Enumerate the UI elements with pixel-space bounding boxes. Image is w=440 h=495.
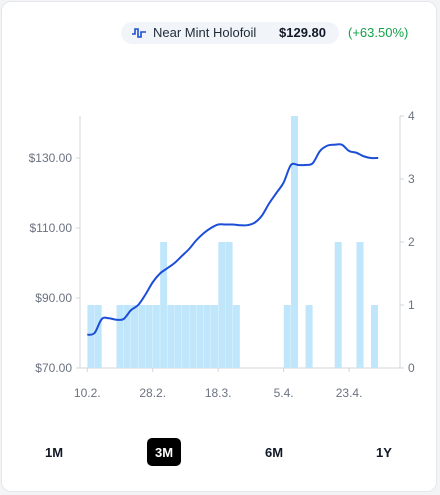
volume-bar	[160, 242, 168, 368]
volume-bar	[356, 242, 364, 368]
volume-bar	[87, 305, 95, 368]
price-chart: $70.00 $90.00 $110.00 $130.00 0 1 2 3 4 10.2. 28.2…	[29, 109, 415, 400]
volume-bar	[94, 305, 102, 368]
volume-bar	[116, 305, 124, 368]
left-tick-label: $110.00	[30, 221, 73, 235]
x-tick-label: 18.3.	[205, 386, 232, 400]
volume-bar	[167, 305, 175, 368]
left-tick-label: $130.00	[29, 151, 73, 165]
volume-bar	[232, 305, 240, 368]
right-tick-label: 0	[408, 361, 415, 375]
x-tick-label: 10.2.	[74, 386, 101, 400]
price-line	[87, 143, 379, 336]
right-tick-label: 2	[408, 235, 415, 249]
volume-bar	[189, 305, 197, 368]
legend-price: $129.80	[279, 25, 326, 40]
volume-bar	[211, 305, 219, 368]
legend-chip[interactable]	[121, 22, 339, 44]
volume-bar	[123, 305, 131, 368]
volume-bar	[196, 305, 204, 368]
volume-bar	[334, 242, 342, 368]
x-tick-label: 28.2.	[139, 386, 166, 400]
range-button-1y[interactable]: 1Y	[367, 438, 401, 466]
volume-bar	[203, 305, 211, 368]
range-button-6m[interactable]: 6M	[257, 438, 291, 466]
volume-bar	[138, 305, 146, 368]
volume-bar	[291, 116, 299, 368]
right-tick-label: 4	[408, 109, 415, 123]
volume-bar	[181, 305, 189, 368]
legend-change: (+63.50%)	[348, 25, 409, 40]
range-button-1m[interactable]: 1M	[37, 438, 71, 466]
volume-bar	[371, 305, 379, 368]
legend-label: Near Mint Holofoil	[153, 25, 257, 40]
right-tick-label: 1	[408, 298, 415, 312]
volume-bar	[305, 305, 313, 368]
volume-bar	[225, 242, 233, 368]
volume-bar	[174, 305, 182, 368]
volume-bar	[145, 305, 153, 368]
right-tick-label: 3	[408, 172, 415, 186]
x-tick-label: 23.4.	[336, 386, 363, 400]
x-tick-label: 5.4.	[274, 386, 294, 400]
left-tick-label: $90.00	[35, 291, 72, 305]
volume-bar	[131, 305, 139, 368]
volume-bar	[218, 242, 226, 368]
volume-bar	[152, 305, 160, 368]
range-button-3m[interactable]: 3M	[147, 438, 181, 466]
volume-bar	[283, 305, 291, 368]
price-line-icon	[132, 28, 146, 38]
left-tick-label: $70.00	[35, 361, 72, 375]
